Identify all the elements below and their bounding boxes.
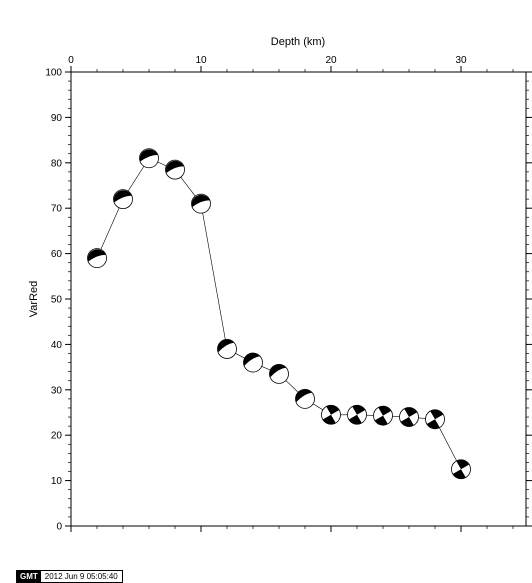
data-point: [165, 159, 185, 180]
beachball-compression: [87, 249, 106, 262]
y-tick-label: 60: [51, 249, 63, 260]
data-point: [373, 405, 393, 426]
plot-frame: [70, 71, 527, 527]
data-point: [113, 189, 133, 210]
x-tick-label: 0: [68, 55, 74, 66]
timestamp-text: 2012 Jun 9 05:05:40: [40, 571, 122, 582]
beachball-compression: [191, 194, 210, 208]
beachball-compression: [322, 414, 336, 425]
x-tick-label: 20: [325, 55, 337, 66]
data-point: [295, 388, 315, 409]
data-point: [425, 409, 445, 430]
beachball-compression: [113, 190, 132, 203]
x-axis-title: Depth (km): [271, 36, 325, 48]
data-points: [87, 148, 471, 480]
beachball-compression: [243, 353, 261, 366]
y-tick-label: 40: [51, 340, 63, 351]
beachball-compression: [430, 409, 444, 420]
y-tick-label: 20: [51, 431, 63, 442]
beachball-compression: [378, 406, 392, 416]
y-tick-label: 100: [45, 68, 62, 79]
beachball-compression: [426, 419, 440, 429]
beachball-compression: [165, 160, 184, 174]
data-point: [451, 459, 471, 480]
beachball-compression: [374, 415, 388, 426]
beachball-compression: [139, 149, 158, 162]
data-point: [191, 193, 211, 214]
x-tick-label: 10: [195, 55, 207, 66]
beachball-compression: [456, 459, 470, 470]
beachball-compression: [400, 417, 414, 427]
data-point: [243, 352, 263, 373]
beachball-compression: [217, 339, 235, 353]
y-tick-label: 80: [51, 158, 63, 169]
y-tick-label: 70: [51, 204, 63, 215]
y-tick-label: 50: [51, 295, 63, 306]
beachball-compression: [452, 469, 466, 479]
y-tick-label: 30: [51, 385, 63, 396]
data-point: [399, 407, 419, 427]
beachball-compression: [352, 405, 366, 415]
axes: 0 10 20 30 0 10 20 30 40 50 60 70 80 90 100: [45, 55, 532, 533]
x-tick-label: 30: [455, 55, 467, 66]
gmt-logo: GMT: [17, 571, 41, 582]
beachball-compression: [269, 364, 287, 378]
data-point: [347, 404, 367, 425]
beachball-compression: [348, 414, 362, 425]
gmt-timestamp: GMT 2012 Jun 9 05:05:40: [16, 570, 123, 583]
data-point: [269, 364, 289, 384]
y-axis-title: VarRed: [28, 281, 40, 317]
data-point: [321, 404, 341, 425]
data-point: [217, 339, 237, 359]
beachball-compression: [295, 389, 313, 403]
data-point: [139, 148, 159, 169]
y-tick-label: 0: [56, 522, 62, 533]
data-point: [87, 248, 107, 269]
y-tick-label: 10: [51, 476, 63, 487]
beachball-compression: [326, 405, 340, 415]
beachball-compression: [404, 407, 418, 418]
y-tick-label: 90: [51, 113, 63, 124]
